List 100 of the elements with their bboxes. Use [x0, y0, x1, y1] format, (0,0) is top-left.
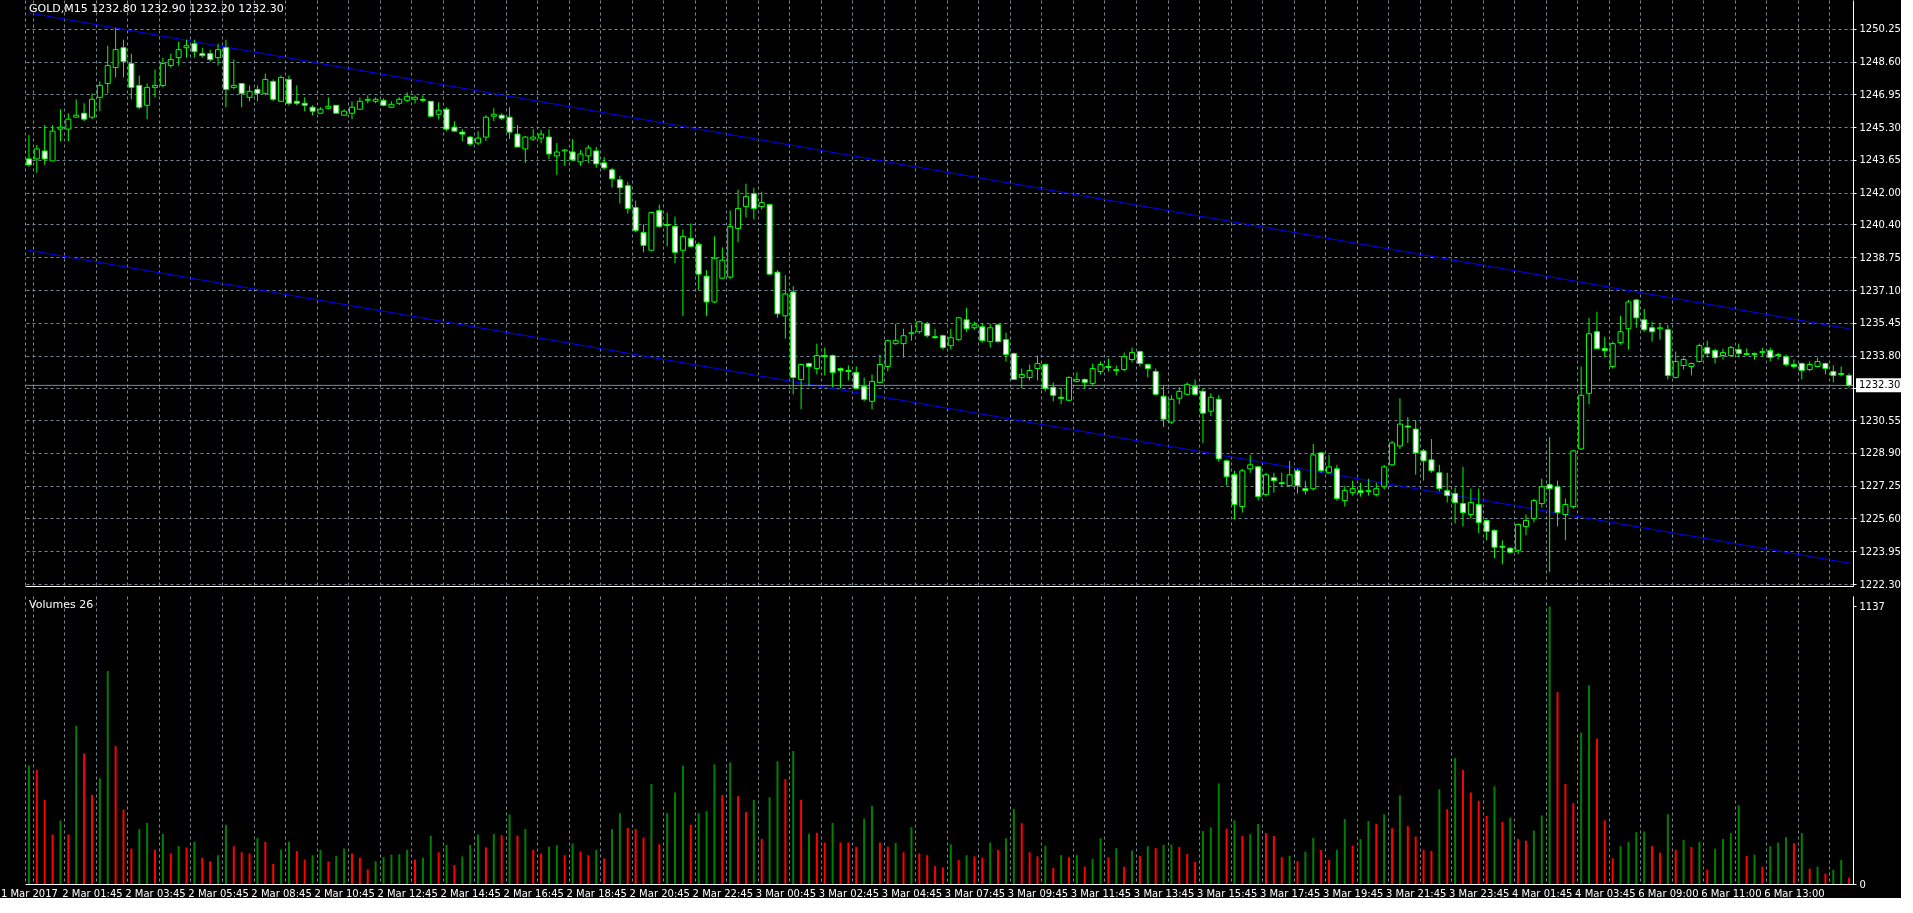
bar — [1714, 848, 1717, 884]
bar — [1485, 815, 1488, 884]
bar — [1083, 866, 1086, 884]
bar — [1785, 837, 1788, 884]
x-tick-label: 2 Mar 18:45 — [566, 887, 627, 899]
bar — [1304, 851, 1307, 884]
y-tick-label: 1225.60 — [1859, 512, 1901, 524]
y-tick-label: 1223.95 — [1859, 545, 1901, 557]
bar — [398, 854, 401, 884]
bar — [1840, 860, 1843, 884]
x-tick-label: 2 Mar 14:45 — [440, 887, 501, 899]
bar — [1162, 844, 1165, 884]
bar — [1540, 815, 1543, 884]
bar — [382, 857, 385, 884]
bar — [886, 846, 889, 884]
bar — [579, 851, 582, 884]
bar — [358, 857, 361, 884]
candlestick — [25, 134, 32, 168]
y-tick-label: 1248.60 — [1859, 56, 1901, 68]
bar — [217, 855, 220, 884]
bar — [1012, 808, 1015, 884]
bar — [406, 849, 409, 884]
bar — [618, 813, 621, 884]
bar — [878, 842, 881, 884]
bar — [390, 854, 393, 884]
bar — [1477, 800, 1480, 884]
bar — [1328, 860, 1331, 884]
bar — [1666, 814, 1669, 884]
bar — [1028, 852, 1031, 884]
candlestick — [1389, 440, 1396, 467]
bar — [1115, 848, 1118, 884]
candlestick — [1790, 359, 1797, 369]
bar — [1280, 857, 1283, 884]
bar — [1075, 855, 1078, 884]
bar — [776, 761, 779, 884]
bar — [1430, 851, 1433, 884]
candlestick — [1719, 348, 1726, 361]
bar — [1580, 732, 1583, 884]
candlestick — [1530, 498, 1537, 523]
candlestick — [33, 144, 40, 174]
bar — [1509, 817, 1512, 884]
candlestick — [152, 69, 159, 98]
candlestick — [88, 92, 95, 120]
bar — [1737, 805, 1740, 884]
bar — [1556, 692, 1559, 884]
bar — [532, 849, 535, 884]
bar — [1335, 849, 1338, 884]
bar — [1398, 795, 1401, 884]
y-tick-label: 1222.30 — [1859, 578, 1901, 590]
bar — [1848, 877, 1851, 884]
candlestick — [735, 189, 742, 243]
candlestick — [553, 142, 560, 176]
candlestick — [1444, 472, 1451, 504]
bar — [59, 820, 62, 884]
x-tick-label: 4 Mar 01:45 — [1512, 887, 1573, 899]
x-tick-label: 3 Mar 07:45 — [944, 887, 1006, 899]
bar — [1186, 853, 1189, 884]
bar — [1264, 832, 1267, 884]
bar — [1635, 832, 1638, 884]
candlestick — [1467, 488, 1474, 519]
bar — [949, 844, 952, 884]
bar — [1698, 842, 1701, 884]
bar — [1454, 758, 1457, 884]
bar — [1359, 839, 1362, 884]
bar — [894, 843, 897, 884]
candlestick — [1404, 416, 1411, 444]
bar — [1209, 827, 1212, 884]
bar — [603, 858, 606, 884]
bar — [67, 834, 70, 884]
bar — [1548, 606, 1551, 884]
x-tick-label: 3 Mar 11:45 — [1070, 887, 1132, 899]
candlestick — [1073, 371, 1080, 383]
bar — [90, 794, 93, 884]
bar — [871, 805, 874, 884]
bar — [839, 842, 842, 884]
bar — [1414, 836, 1417, 884]
bar — [784, 779, 787, 884]
bar — [240, 852, 243, 884]
x-tick-label: 2 Mar 03:45 — [125, 887, 186, 899]
y-tick-label: 1137 — [1859, 600, 1885, 612]
bar — [792, 750, 795, 884]
bar — [1674, 849, 1677, 884]
candlestick — [538, 129, 545, 144]
bar — [177, 846, 180, 884]
bar — [83, 753, 86, 884]
bar — [902, 852, 905, 884]
bar — [926, 855, 929, 884]
bar — [1761, 866, 1764, 884]
bar — [1123, 866, 1126, 884]
y-tick-label: 1250.25 — [1859, 23, 1901, 35]
candlestick — [404, 91, 411, 103]
bar — [1091, 858, 1094, 884]
candlestick — [616, 175, 623, 205]
bar — [1296, 861, 1299, 884]
y-tick-label: 1237.10 — [1859, 284, 1901, 296]
candlestick — [1270, 472, 1277, 494]
candlestick — [175, 41, 182, 67]
bar — [1225, 828, 1228, 884]
bar — [311, 855, 314, 884]
bar — [1611, 858, 1614, 884]
